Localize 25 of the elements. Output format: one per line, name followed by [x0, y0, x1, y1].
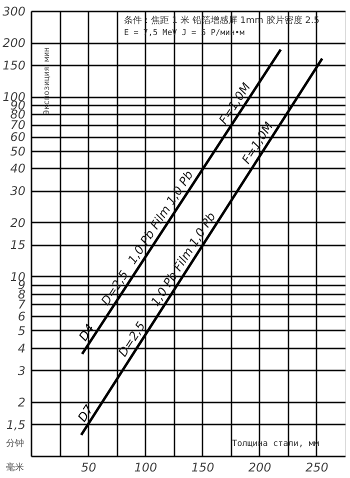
x-tick-label: 100	[134, 460, 158, 474]
y-tick-label: 3	[18, 364, 26, 378]
x-tick-label: 150	[191, 460, 215, 474]
y-tick-label: 7	[18, 298, 26, 312]
text: 毫米	[6, 462, 24, 473]
y-tick-label: 15	[10, 238, 26, 252]
y-tick-label: 150	[2, 58, 26, 73]
x-tick-label: 250	[306, 460, 329, 474]
y-tick-label: 4	[18, 341, 26, 356]
x-tick-label: 50	[80, 460, 97, 474]
y-tick-label: 300	[2, 4, 26, 18]
x-tick-label: 200	[248, 460, 272, 474]
y-tick-label: 5	[18, 324, 26, 338]
y-tick-label: 2	[18, 395, 26, 410]
y-tick-label: 60	[10, 130, 26, 144]
y-tick-label: 50	[10, 144, 26, 158]
y-tick-label: 70	[10, 118, 26, 132]
text: 分钟	[6, 438, 24, 449]
y-tick-label: 200	[2, 36, 26, 50]
y-tick-label: 40	[10, 162, 26, 176]
y-tick-label: 1,5	[6, 418, 26, 432]
y-tick-label: 6	[18, 310, 26, 324]
y-axis-title: Экспозиция мин	[42, 47, 51, 115]
y-tick-label: 30	[10, 184, 26, 198]
y-tick-label: 20	[10, 216, 26, 230]
